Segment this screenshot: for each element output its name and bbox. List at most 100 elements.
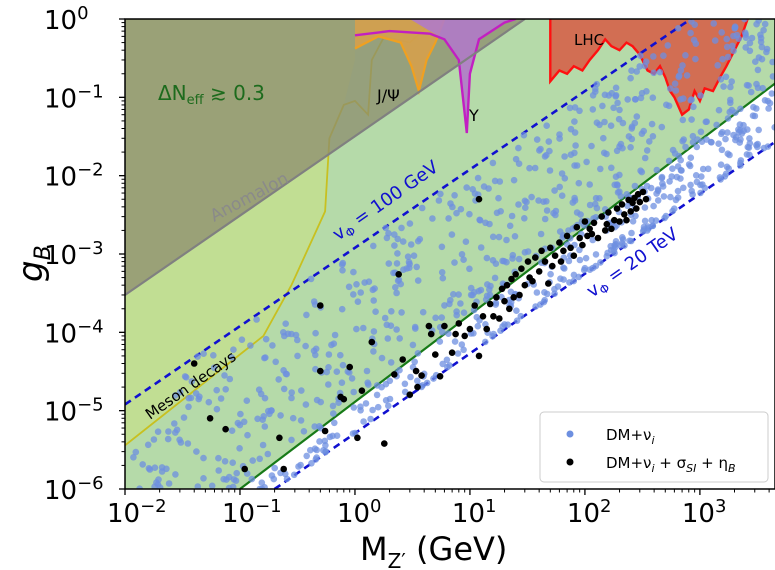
point-blue	[492, 301, 500, 308]
point-black	[496, 315, 503, 322]
point-blue	[649, 94, 657, 101]
point-blue	[445, 330, 452, 338]
point-blue	[499, 323, 506, 330]
point-blue	[603, 150, 610, 158]
point-blue	[697, 92, 704, 99]
point-blue	[575, 273, 582, 281]
point-blue	[139, 461, 146, 468]
point-blue	[619, 236, 627, 243]
point-black	[510, 294, 517, 301]
point-black	[399, 356, 407, 363]
point-blue	[607, 122, 615, 129]
point-blue	[643, 88, 650, 95]
point-blue	[333, 368, 341, 376]
point-blue	[419, 308, 427, 316]
point-blue	[330, 410, 337, 417]
point-black	[358, 387, 366, 395]
point-blue	[592, 262, 600, 270]
point-blue	[350, 291, 357, 298]
point-blue	[300, 428, 308, 435]
point-blue	[592, 200, 599, 208]
point-blue	[495, 194, 502, 202]
point-blue	[392, 284, 399, 291]
point-blue	[543, 290, 551, 298]
point-blue	[171, 420, 178, 427]
point-blue	[545, 138, 553, 145]
point-blue	[679, 62, 686, 69]
point-blue	[688, 96, 695, 103]
point-black	[486, 300, 494, 308]
point-blue	[624, 96, 631, 103]
neff-label: ΔNeff ≳ 0.3	[158, 81, 265, 108]
point-blue	[649, 133, 657, 140]
point-blue	[391, 242, 398, 249]
point-blue	[628, 67, 635, 74]
point-blue	[236, 445, 243, 452]
point-blue	[697, 128, 705, 136]
point-blue	[213, 405, 221, 413]
point-blue	[372, 308, 379, 316]
point-black	[506, 305, 513, 313]
point-blue	[454, 350, 462, 357]
point-black	[557, 258, 565, 265]
point-blue	[711, 37, 719, 44]
point-blue	[451, 259, 458, 266]
point-blue	[760, 26, 767, 34]
point-blue	[597, 259, 604, 266]
point-blue	[528, 193, 535, 201]
point-blue	[294, 336, 301, 344]
point-blue	[702, 118, 710, 126]
point-blue	[571, 162, 578, 169]
point-blue	[254, 415, 261, 423]
point-blue	[414, 350, 422, 357]
y-tick-label: 10−1	[44, 81, 104, 114]
point-blue	[429, 215, 436, 222]
point-blue	[572, 142, 579, 149]
point-blue	[225, 473, 233, 481]
point-blue	[597, 165, 604, 173]
point-blue	[193, 448, 200, 455]
jpsi-boundary	[354, 19, 446, 96]
point-blue	[394, 250, 401, 257]
point-blue	[350, 388, 358, 396]
point-blue	[367, 415, 374, 423]
point-blue	[641, 62, 649, 70]
point-blue	[462, 238, 470, 245]
point-black	[603, 220, 611, 228]
point-blue	[639, 228, 647, 235]
point-blue	[378, 354, 386, 362]
point-blue	[373, 391, 381, 399]
point-blue	[761, 20, 769, 28]
point-blue	[326, 433, 334, 441]
point-blue	[566, 104, 574, 112]
point-blue	[311, 445, 319, 453]
point-blue	[748, 34, 756, 42]
point-blue	[236, 421, 244, 429]
point-blue	[615, 115, 623, 123]
x-tick-label: 101	[452, 496, 497, 529]
point-blue	[567, 125, 575, 133]
point-black	[567, 244, 574, 252]
point-blue	[151, 483, 158, 489]
point-blue	[571, 118, 578, 125]
point-blue	[586, 201, 594, 209]
point-blue	[638, 130, 646, 137]
point-blue	[165, 480, 173, 487]
point-blue	[522, 204, 529, 211]
point-black	[518, 265, 525, 273]
point-blue	[717, 176, 724, 183]
point-black	[538, 247, 545, 255]
point-blue	[561, 265, 568, 272]
point-blue	[650, 202, 657, 210]
point-blue	[631, 119, 639, 127]
point-blue	[665, 102, 673, 110]
point-blue	[302, 401, 310, 408]
point-blue	[703, 136, 710, 143]
point-blue	[297, 417, 305, 424]
point-blue	[746, 135, 753, 142]
point-blue	[556, 228, 564, 235]
point-blue	[150, 436, 158, 443]
point-blue	[646, 138, 653, 145]
point-blue	[283, 370, 291, 378]
point-blue	[692, 55, 699, 63]
